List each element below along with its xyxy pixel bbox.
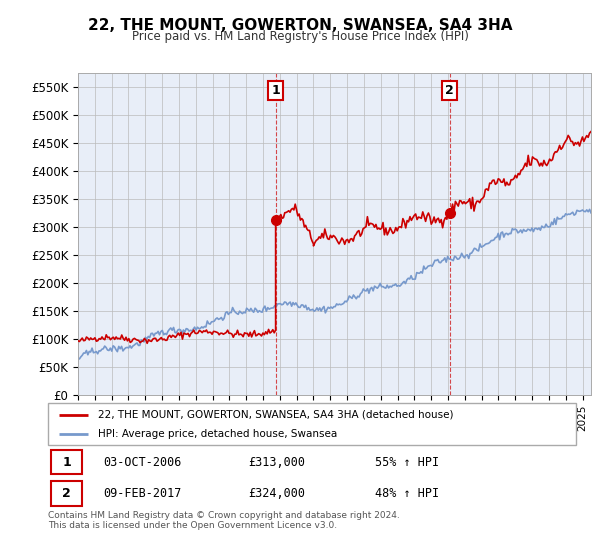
Text: 09-FEB-2017: 09-FEB-2017 [103,487,182,500]
Text: £324,000: £324,000 [248,487,305,500]
FancyBboxPatch shape [50,481,82,506]
Text: 03-OCT-2006: 03-OCT-2006 [103,455,182,469]
Text: 22, THE MOUNT, GOWERTON, SWANSEA, SA4 3HA: 22, THE MOUNT, GOWERTON, SWANSEA, SA4 3H… [88,18,512,33]
Text: 1: 1 [62,455,71,469]
Text: £313,000: £313,000 [248,455,305,469]
FancyBboxPatch shape [48,403,576,445]
Text: 48% ↑ HPI: 48% ↑ HPI [376,487,439,500]
Text: 22, THE MOUNT, GOWERTON, SWANSEA, SA4 3HA (detached house): 22, THE MOUNT, GOWERTON, SWANSEA, SA4 3H… [98,410,454,420]
Text: Price paid vs. HM Land Registry's House Price Index (HPI): Price paid vs. HM Land Registry's House … [131,30,469,43]
Text: 2: 2 [62,487,71,500]
Text: 55% ↑ HPI: 55% ↑ HPI [376,455,439,469]
FancyBboxPatch shape [50,450,82,474]
Text: 2: 2 [445,84,454,97]
Text: HPI: Average price, detached house, Swansea: HPI: Average price, detached house, Swan… [98,430,337,439]
Text: Contains HM Land Registry data © Crown copyright and database right 2024.
This d: Contains HM Land Registry data © Crown c… [48,511,400,530]
Text: 1: 1 [271,84,280,97]
